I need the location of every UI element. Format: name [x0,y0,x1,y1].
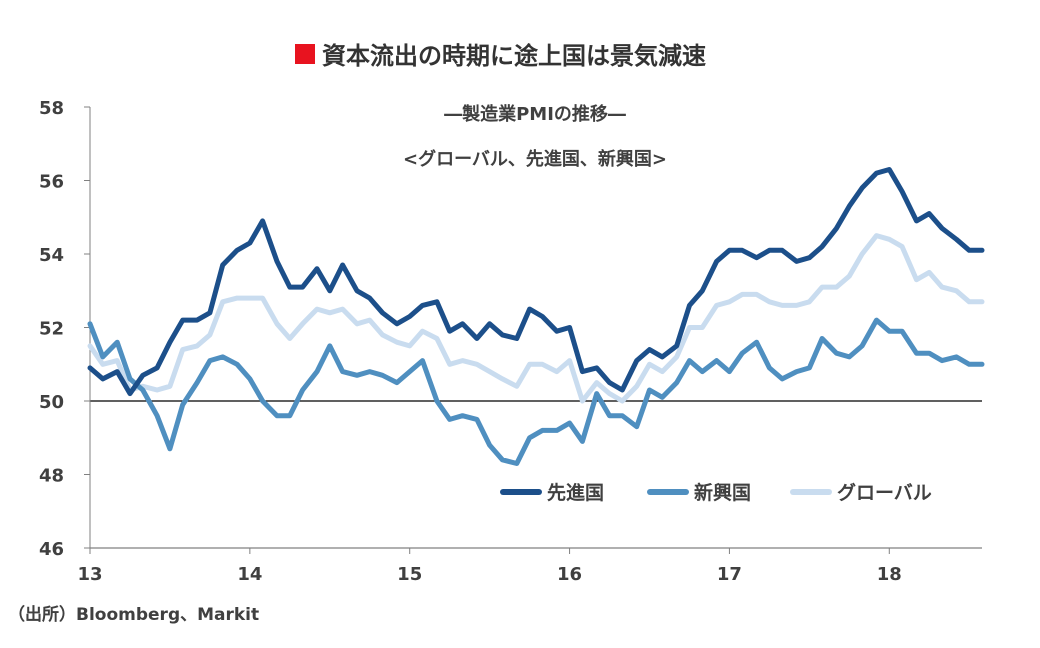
source-note: （出所）Bloomberg、Markit [8,604,259,625]
y-tick-label: 52 [39,319,64,340]
legend-label: グローバル [837,481,932,504]
x-tick-label: 14 [237,564,262,585]
x-axis-ticks: 13 14 15 16 17 18 [77,548,902,585]
legend-label: 新興国 [694,481,751,504]
y-tick-label: 56 [39,172,64,193]
y-tick-label: 58 [39,98,64,119]
chart-title: 資本流出の時期に途上国は景気減速 [322,42,706,70]
series-line-0 [87,167,985,397]
chart-subtitle-1: ―製造業PMIの推移― [444,103,626,125]
x-tick-label: 16 [557,564,582,585]
series-line-2 [87,233,985,404]
y-tick-label: 50 [39,392,64,413]
x-tick-label: 18 [877,564,902,585]
title-marker [295,44,315,64]
y-tick-label: 54 [39,245,64,266]
y-axis-ticks: 46 48 50 52 54 56 58 [39,98,90,560]
x-tick-label: 17 [717,564,742,585]
series-line-1 [87,317,985,466]
chart-subtitle-2: <グローバル、先進国、新興国> [403,148,667,170]
y-tick-label: 48 [39,466,64,487]
legend-label: 先進国 [547,481,604,504]
y-tick-label: 46 [39,539,64,560]
legend: 先進国 新興国 グローバル [500,481,932,504]
x-tick-label: 15 [397,564,422,585]
series-lines [87,167,985,466]
x-tick-label: 13 [77,564,102,585]
